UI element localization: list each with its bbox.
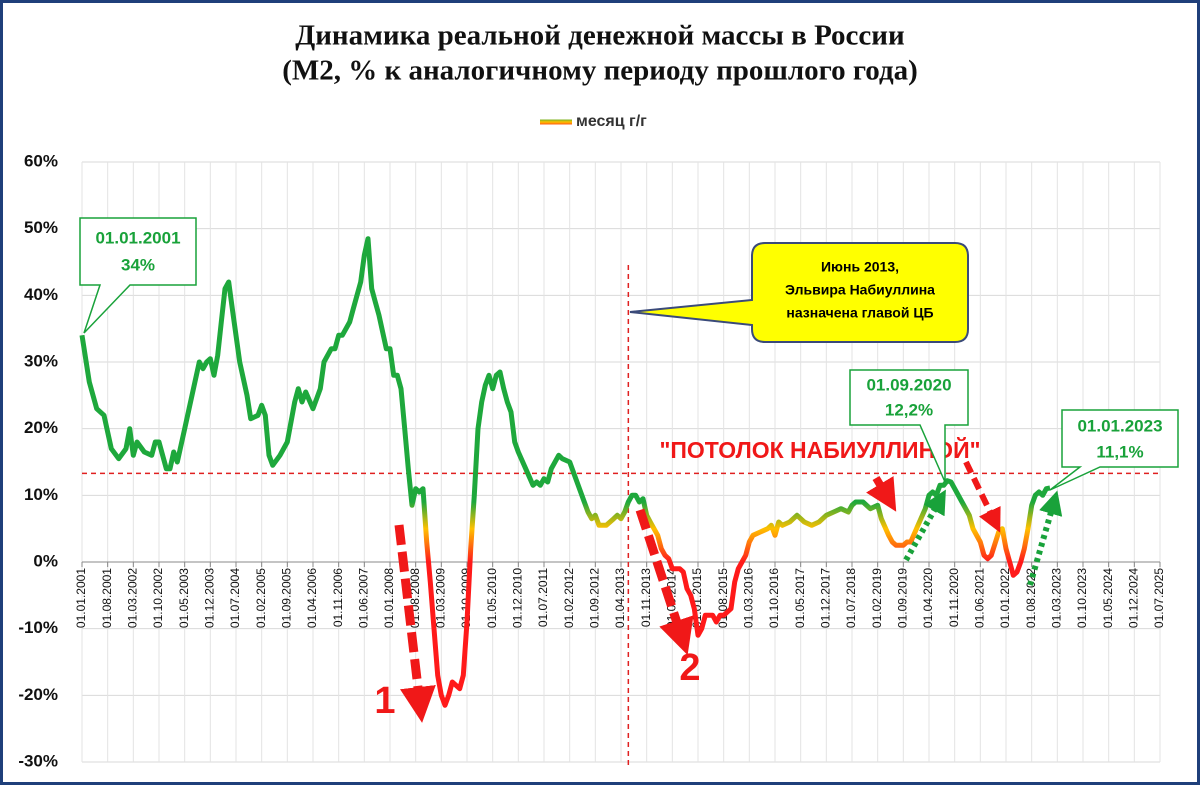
x-tick-label: 01.12.2024 — [1127, 568, 1141, 628]
x-tick-label: 01.02.2012 — [562, 568, 576, 628]
x-tick-label: 01.04.2020 — [921, 568, 935, 628]
x-tick-label: 01.03.2016 — [742, 568, 756, 628]
annotations — [79, 217, 1179, 491]
x-tick-label: 01.03.2002 — [126, 568, 140, 628]
x-tick-label: 01.08.2001 — [100, 568, 114, 628]
x-tick-label: 01.12.2017 — [819, 568, 833, 628]
x-tick-label: 01.07.2018 — [844, 568, 858, 628]
x-tick-label: 01.12.2010 — [511, 568, 525, 628]
annotation-text: 01.01.2001 — [95, 228, 180, 247]
x-tick-label: 01.06.2007 — [357, 568, 371, 628]
annotation-text: 11,1% — [1096, 442, 1143, 461]
marker-label: 1 — [374, 680, 395, 722]
annotation-text: 12,2% — [885, 400, 933, 419]
y-tick-label: 60% — [24, 151, 58, 170]
x-tick-label: 01.03.2023 — [1050, 568, 1064, 628]
arrow — [635, 508, 694, 656]
marker-label: 2 — [679, 647, 700, 689]
x-tick-label: 01.07.2004 — [228, 568, 242, 628]
annotation-text: 34% — [121, 255, 155, 274]
y-tick-label: -30% — [18, 751, 58, 770]
x-tick-label: 01.04.2013 — [613, 568, 627, 628]
arrow — [394, 524, 436, 723]
y-tick-label: 0% — [33, 551, 58, 570]
x-tick-label: 01.05.2024 — [1101, 568, 1115, 628]
x-tick-label: 01.05.2003 — [177, 568, 191, 628]
x-tick-label: 01.09.2012 — [588, 568, 602, 628]
x-tick-label: 01.09.2019 — [896, 568, 910, 628]
series-line — [79, 236, 1051, 708]
x-tick-label: 01.12.2003 — [203, 568, 217, 628]
arrow — [963, 460, 1001, 533]
x-tick-label: 01.09.2005 — [280, 568, 294, 628]
x-tick-label: 01.11.2020 — [947, 568, 961, 627]
y-tick-label: 30% — [24, 351, 58, 370]
annotation-text: 01.01.2023 — [1077, 416, 1162, 435]
callout-box — [629, 242, 969, 343]
x-tick-label: 01.08.2022 — [1024, 568, 1038, 628]
arrow — [1027, 490, 1063, 586]
y-tick-label: -20% — [18, 685, 58, 704]
annotation-text: 01.09.2020 — [866, 375, 951, 394]
callout-text: назначена главой ЦБ — [786, 305, 933, 321]
arrows — [394, 460, 1063, 723]
y-tick-label: -10% — [18, 618, 58, 637]
x-tick-label: 01.10.2002 — [151, 568, 165, 628]
y-tick-label: 20% — [24, 418, 58, 437]
chart-subtitle: (М2, % к аналогичному периоду прошлого г… — [282, 55, 918, 87]
legend-label: месяц г/г — [576, 113, 647, 130]
y-tick-label: 40% — [24, 285, 58, 304]
x-tick-label: 01.04.2006 — [305, 568, 319, 628]
x-tick-label: 01.03.2009 — [434, 568, 448, 628]
annotation-box — [849, 369, 969, 483]
annotation-box — [1049, 409, 1179, 491]
x-tick-label: 01.01.2022 — [998, 568, 1012, 628]
arrow — [866, 475, 897, 512]
annotation-box — [79, 217, 197, 334]
x-tick-label: 01.07.2011 — [536, 568, 550, 627]
x-tick-label: 01.10.2023 — [1075, 568, 1089, 628]
x-tick-label: 01.01.2001 — [74, 568, 88, 628]
x-tick-label: 01.05.2010 — [485, 568, 499, 628]
x-tick-label: 01.06.2021 — [973, 568, 987, 628]
x-tick-label: 01.05.2017 — [793, 568, 807, 628]
x-tick-label: 01.10.2016 — [767, 568, 781, 628]
callout: Июнь 2013, Эльвира Набиуллина назначена … — [629, 242, 969, 343]
x-tick-label: 01.11.2013 — [639, 568, 653, 627]
x-tick-label: 01.01.2008 — [382, 568, 396, 628]
x-tick-label: 01.07.2025 — [1152, 568, 1166, 628]
arrow — [903, 489, 946, 562]
y-tick-label: 10% — [24, 485, 58, 504]
x-tick-label: 01.11.2006 — [331, 568, 345, 627]
y-tick-label: 50% — [24, 218, 58, 237]
x-tick-label: 01.02.2019 — [870, 568, 884, 628]
callout-text: Июнь 2013, — [821, 259, 899, 275]
callout-text: Эльвира Набиуллина — [785, 282, 935, 298]
x-tick-label: 01.02.2005 — [254, 568, 268, 628]
chart-title: Динамика реальной денежной массы в Росси… — [295, 20, 904, 52]
